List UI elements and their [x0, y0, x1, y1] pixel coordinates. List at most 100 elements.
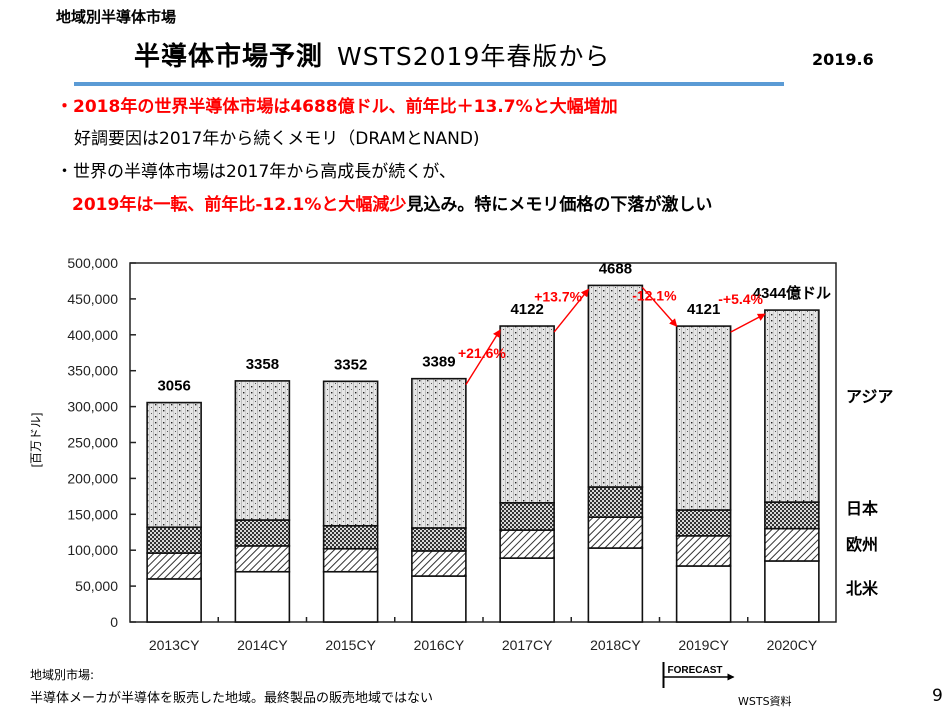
slide-date: 2019.6	[812, 50, 874, 69]
y-tick-label: 350,000	[67, 363, 118, 379]
bullet-2: 好調要因は2017年から続くメモリ（DRAMとNAND)	[74, 129, 480, 149]
bar-segment-北米	[499, 557, 555, 623]
growth-arrow	[730, 313, 766, 333]
bar-2019CY: 4121	[675, 301, 732, 623]
x-axis: 2013CY 2014CY 2015CY 2016CY 2017CY 2018CY 2019…	[149, 617, 818, 653]
bar-segment-欧州	[411, 550, 467, 577]
growth-label: +13.7%	[534, 288, 582, 304]
legend-item: 欧州	[846, 535, 878, 554]
x-tick-label: 2016CY	[414, 637, 465, 653]
x-tick-label: 2014CY	[237, 637, 288, 653]
bar-total-label: 4688	[599, 260, 632, 277]
x-tick-label: 2017CY	[502, 637, 553, 653]
bar-total-label: 3389	[422, 354, 455, 371]
bar-total-label: 4122	[510, 301, 543, 318]
y-tick-label: 0	[110, 614, 118, 630]
growth-label: -+5.4%	[718, 291, 763, 307]
bar-2016CY: 3389	[411, 354, 467, 623]
bar-segment-アジア	[499, 325, 555, 504]
bar-segment-日本	[234, 519, 291, 547]
bar-segment-欧州	[764, 527, 820, 562]
y-tick-label: 50,000	[75, 578, 118, 594]
bar-segment-日本	[499, 502, 555, 531]
growth-arrow	[641, 286, 678, 327]
bar-total-label: 4344億ドル	[753, 284, 831, 302]
bar-2017CY: 4122	[499, 301, 555, 623]
y-tick-label: 500,000	[67, 255, 118, 271]
bullet-1: ・2018年の世界半導体市場は4688億ドル、前年比＋13.7%と大幅増加	[56, 97, 618, 117]
bar-segment-日本	[146, 526, 202, 554]
slide-title: 半導体市場予測 WSTS2019年春版から	[134, 36, 610, 73]
bar-segment-アジア	[411, 377, 467, 529]
bar-segment-アジア	[322, 380, 379, 527]
y-axis-label: [百万ドル]	[29, 413, 43, 468]
y-tick-label: 250,000	[67, 435, 118, 451]
growth-label: -12.1%	[632, 287, 677, 303]
growth-label: +21.6%	[458, 345, 506, 361]
bar-segment-北米	[675, 565, 732, 623]
y-tick-label: 400,000	[67, 327, 118, 343]
y-tick-label: 150,000	[67, 506, 118, 522]
slide-title-main: 半導体市場予測	[134, 42, 324, 72]
bar-segment-アジア	[234, 380, 291, 521]
section-title: 地域別半導体市場	[56, 8, 177, 26]
stacked-bar-chart: [百万ドル] 0 50,000 100,000 150,000 200,000 250,0…	[29, 255, 893, 688]
bar-total-label: 3056	[157, 378, 190, 395]
x-tick-label: 2018CY	[590, 637, 641, 653]
growth-arrow	[465, 329, 501, 386]
bar-segment-欧州	[322, 547, 379, 573]
bar-segment-日本	[411, 527, 467, 552]
bar-2018CY: 4688	[587, 260, 644, 623]
x-tick-label: 2015CY	[325, 637, 376, 653]
growth-annotations: +21.6% +13.7% -12.1% -+5.4%	[458, 286, 766, 386]
bar-segment-北米	[322, 570, 379, 623]
bar-segment-アジア	[675, 325, 732, 511]
bar-segment-欧州	[146, 552, 202, 580]
bar-segment-アジア	[764, 309, 820, 503]
bar-segment-北米	[764, 560, 820, 623]
y-tick-label: 300,000	[67, 399, 118, 415]
legend-item: アジア	[846, 387, 893, 406]
bar-segment-欧州	[234, 545, 291, 573]
bar-segment-北米	[234, 570, 291, 623]
bar-2014CY: 3358	[234, 356, 291, 623]
bar-segment-欧州	[675, 535, 732, 567]
bar-segment-北米	[587, 547, 644, 623]
page-number: 9	[932, 686, 943, 706]
bars: 3056 3358 3352 3389 4122 4688 4121 4344億ドル	[146, 260, 831, 623]
bar-segment-欧州	[587, 516, 644, 549]
growth-arrow	[553, 288, 590, 333]
legend-item: 北米	[846, 579, 879, 598]
title-underline	[74, 82, 784, 86]
bar-2020CY: 4344億ドル	[753, 284, 831, 623]
bar-segment-アジア	[146, 401, 202, 529]
bullet-3: ・世界の半導体市場は2017年から高成長が続くが、	[56, 162, 456, 182]
bar-total-label: 3352	[334, 356, 367, 373]
bar-segment-日本	[675, 509, 732, 537]
x-tick-label: 2020CY	[767, 637, 818, 653]
bullet-4: 2019年は一転、前年比-12.1%と大幅減少見込み。特にメモリ価格の下落が激し…	[72, 190, 712, 215]
y-tick-label: 450,000	[67, 291, 118, 307]
forecast-marker: FORECAST	[662, 662, 735, 688]
bar-segment-アジア	[587, 284, 644, 488]
bullet-4-highlight: 2019年は一転、前年比-12.1%と大幅減少	[72, 195, 407, 215]
footnote-title: 地域別市場:	[30, 668, 95, 682]
y-tick-label: 200,000	[67, 470, 118, 486]
bar-segment-日本	[764, 501, 820, 530]
bar-segment-北米	[146, 578, 202, 623]
source-label: WSTS資料	[738, 695, 792, 708]
bullet-4-rest: 見込み。特にメモリ価格の下落が激しい	[406, 195, 713, 215]
bar-segment-日本	[587, 486, 644, 518]
x-tick-label: 2019CY	[678, 637, 729, 653]
bar-total-label: 4121	[687, 301, 720, 318]
forecast-label: FORECAST	[668, 665, 723, 676]
slide-title-sub: WSTS2019年春版から	[337, 42, 611, 71]
bar-segment-日本	[322, 524, 379, 550]
y-tick-label: 100,000	[67, 542, 118, 558]
bar-segment-欧州	[499, 529, 555, 559]
bar-segment-北米	[411, 575, 467, 623]
bar-2015CY: 3352	[322, 356, 379, 623]
bar-total-label: 3358	[246, 356, 279, 373]
footnote-text: 半導体メーカが半導体を販売した地域。最終製品の販売地域ではない	[30, 691, 434, 706]
